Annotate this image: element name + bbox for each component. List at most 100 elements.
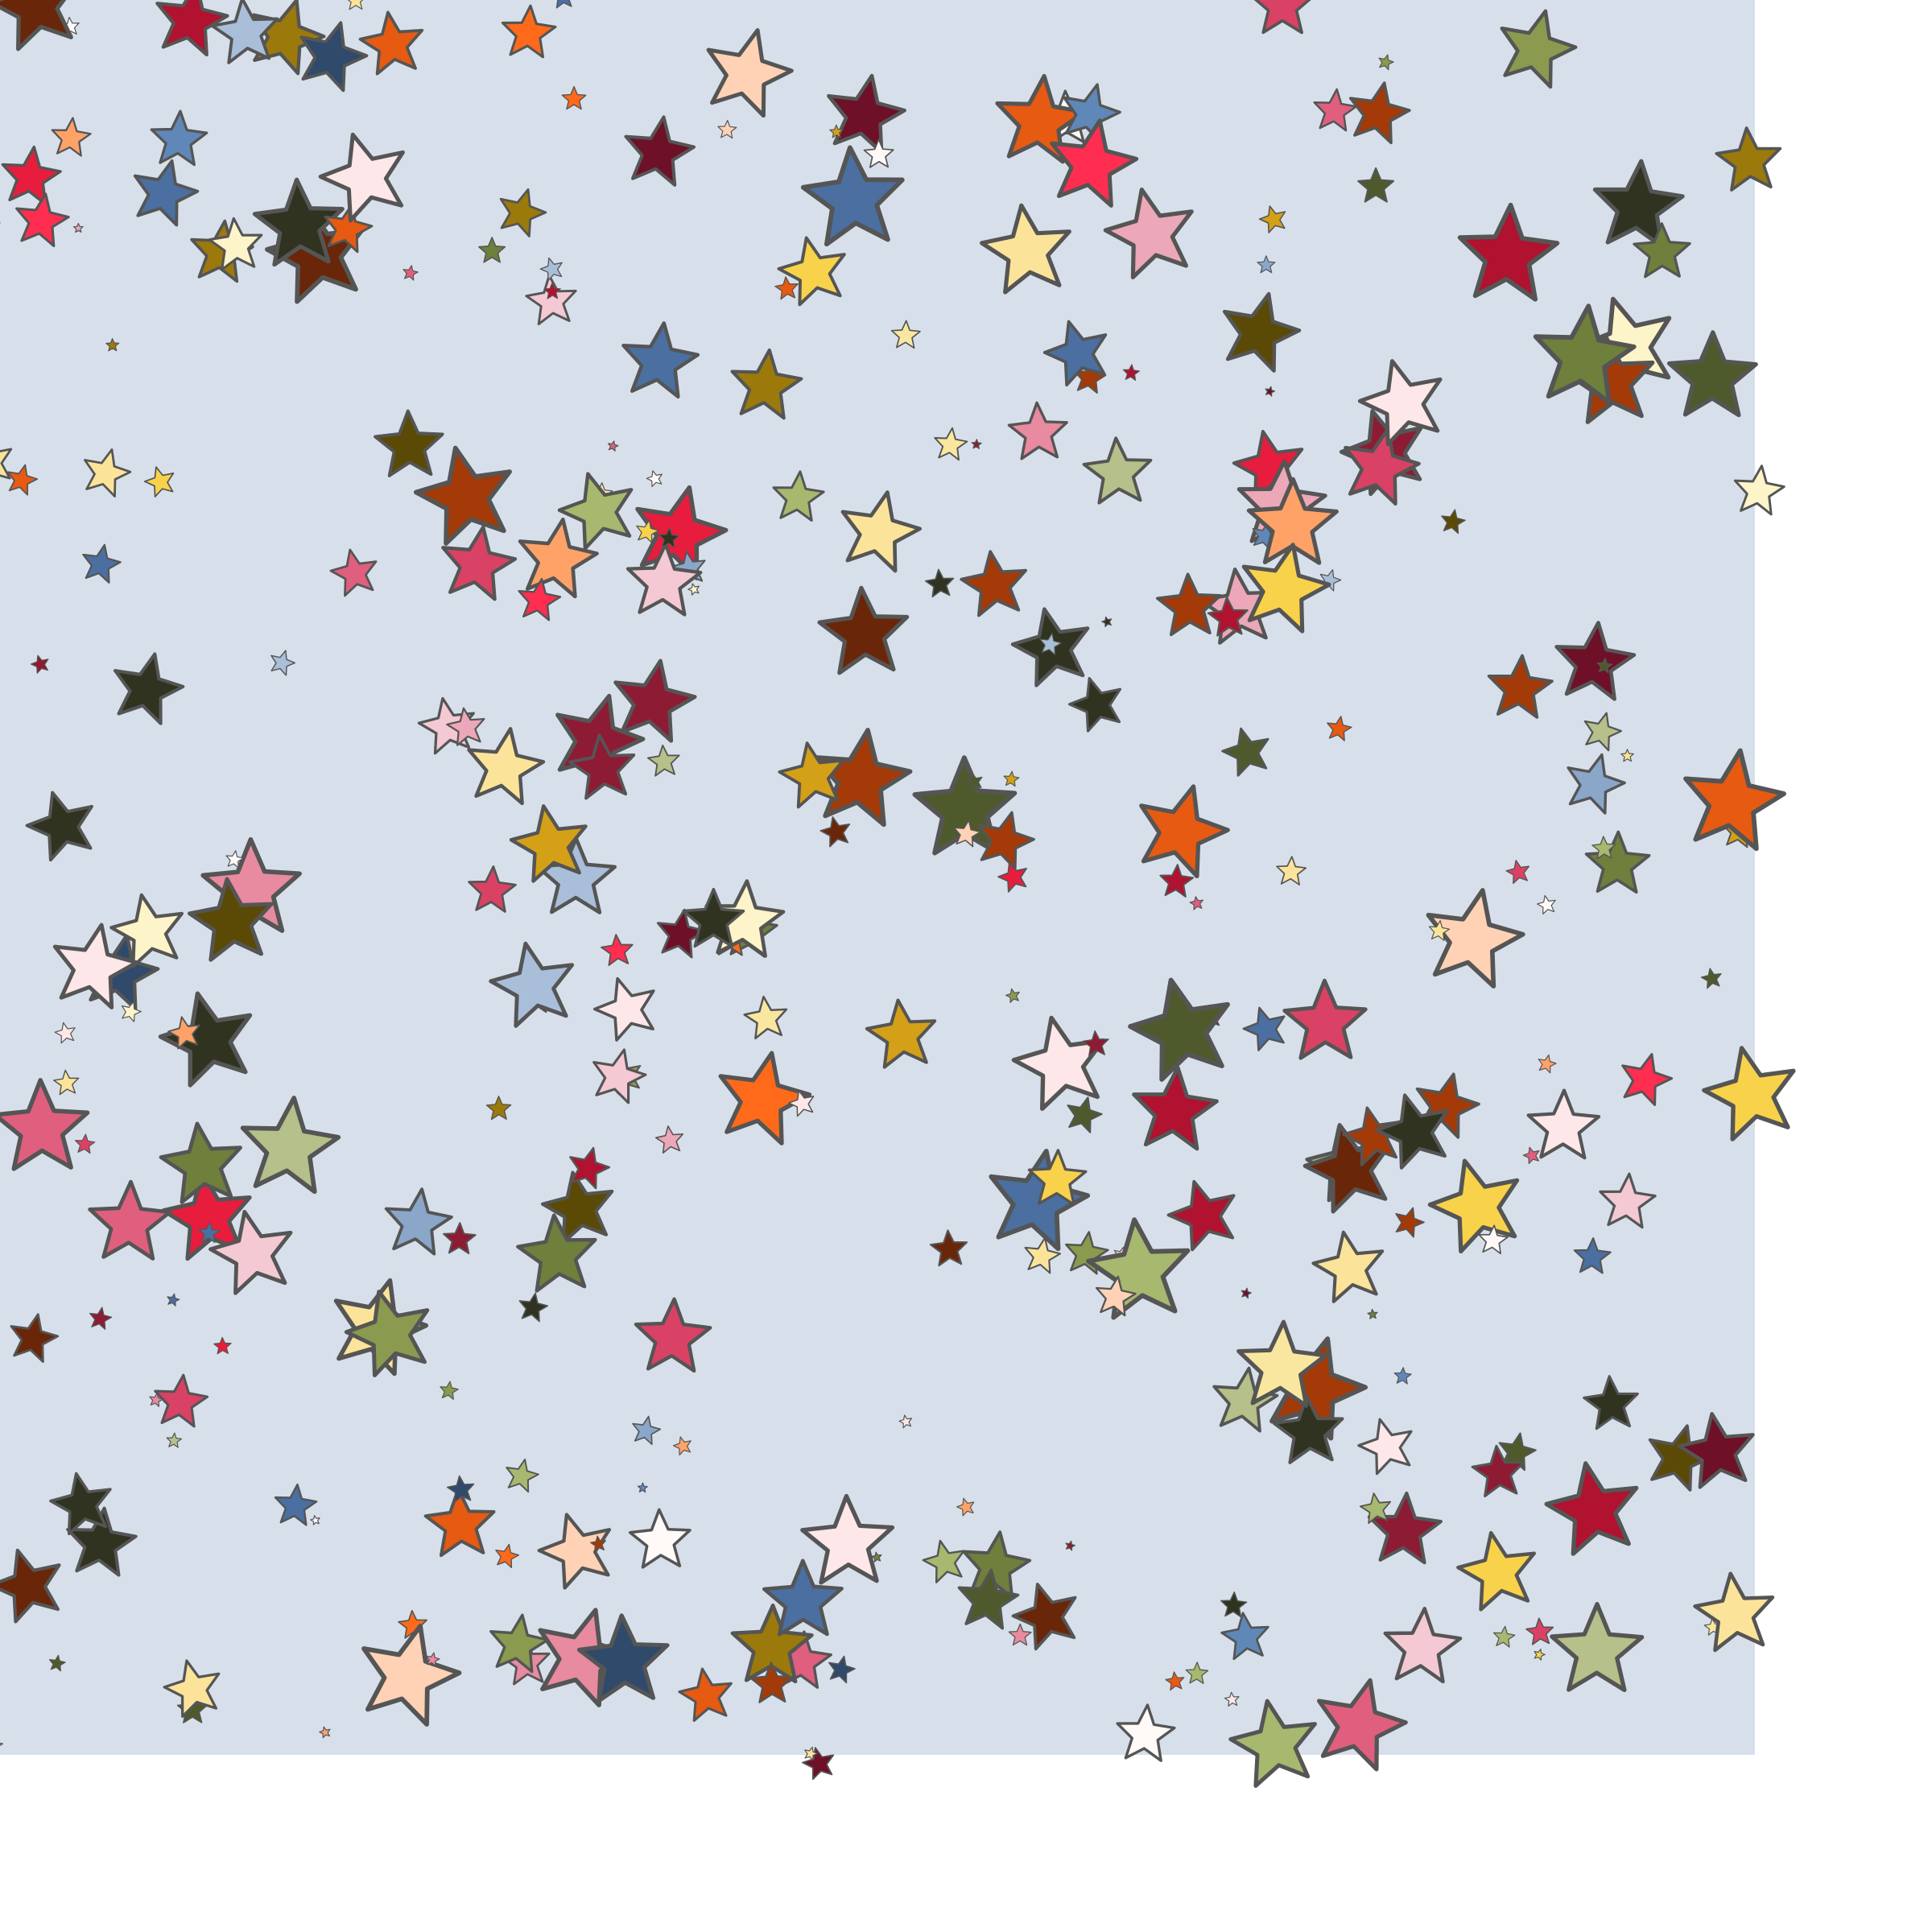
star-shape <box>48 1654 66 1672</box>
star-shape <box>804 1746 819 1761</box>
star-shape <box>743 995 788 1040</box>
star-shape <box>682 887 745 948</box>
star-shape <box>978 811 1035 870</box>
star-shape <box>624 115 696 187</box>
star-shape <box>829 124 844 138</box>
star-shape <box>509 804 588 883</box>
star-shape <box>329 548 378 597</box>
star-shape <box>1456 1530 1536 1612</box>
star-shape <box>163 1659 221 1718</box>
star-shape <box>441 525 518 601</box>
star-shape <box>592 976 655 1042</box>
star-shape <box>774 276 799 300</box>
star-shape <box>516 1213 597 1293</box>
star-shape <box>210 0 279 64</box>
star-shape <box>1027 1149 1088 1207</box>
star-shape <box>800 145 905 247</box>
star-shape <box>1500 9 1578 89</box>
star-shape <box>924 568 955 598</box>
star-shape <box>1064 1231 1109 1275</box>
star-shape <box>1282 978 1368 1060</box>
star-shape <box>569 1146 611 1190</box>
star-shape <box>819 816 851 848</box>
star-shape <box>49 1472 112 1536</box>
star-shape <box>637 1482 648 1493</box>
star-shape <box>1584 830 1651 894</box>
star-shape <box>956 1497 975 1517</box>
star-shape <box>1005 988 1020 1003</box>
star-shape <box>82 543 122 584</box>
star-shape <box>495 1543 520 1569</box>
star-shape <box>167 1293 180 1307</box>
star-shape <box>1011 1583 1077 1651</box>
star-shape <box>1344 427 1421 506</box>
star-shape <box>678 1667 733 1722</box>
star-shape <box>270 650 296 676</box>
star-shape <box>1621 1053 1674 1106</box>
star-shape <box>318 132 405 223</box>
star-shape <box>0 0 73 52</box>
star-shape <box>1 145 62 206</box>
star-shape <box>446 1475 475 1503</box>
star-shape <box>1378 54 1394 71</box>
star-shape <box>1224 1691 1240 1707</box>
star-shape <box>1457 202 1560 302</box>
star-shape <box>274 1483 318 1526</box>
star-shape <box>1253 0 1311 35</box>
star-shape <box>74 1133 96 1154</box>
star-shape <box>1065 1540 1076 1551</box>
star-shape <box>1221 727 1269 777</box>
star-shape <box>121 1001 142 1022</box>
star-shape <box>501 4 557 59</box>
star-shape <box>1122 364 1140 381</box>
star-shape <box>478 237 506 263</box>
star-shape <box>1395 1207 1425 1238</box>
star-shape <box>543 283 561 299</box>
star-shape <box>1700 968 1722 989</box>
star-shape <box>706 27 794 118</box>
star-shape <box>1316 1678 1408 1772</box>
star-shape <box>557 472 634 551</box>
star-shape <box>607 440 619 452</box>
star-shape <box>1428 919 1451 941</box>
star-shape <box>1067 676 1122 733</box>
star-shape <box>934 427 968 461</box>
star-shape <box>1702 1046 1796 1141</box>
star-shape <box>957 1568 1020 1630</box>
star-shape <box>601 934 634 966</box>
star-shape <box>613 658 697 743</box>
star-shape <box>1683 748 1786 852</box>
star-shape <box>1620 749 1634 762</box>
star-shape <box>1441 509 1466 535</box>
star-shape <box>10 1313 60 1363</box>
star-shape <box>402 265 419 281</box>
star-shape <box>150 109 208 167</box>
star-shape <box>1276 856 1307 886</box>
star-shape <box>1272 1394 1344 1464</box>
star-shape <box>1086 1217 1191 1320</box>
star-shape <box>310 1515 320 1525</box>
star-shape <box>1526 1088 1601 1160</box>
star-shape <box>980 203 1071 295</box>
star-shape <box>1393 1367 1412 1385</box>
star-shape <box>632 1415 662 1446</box>
star-shape <box>1042 320 1108 387</box>
star-shape <box>0 1078 90 1171</box>
star-shape <box>324 203 374 254</box>
star-shape <box>506 1458 539 1493</box>
star-shape <box>499 188 547 237</box>
star-shape <box>319 1726 331 1739</box>
star-shape <box>971 439 982 450</box>
star-shape <box>625 542 703 617</box>
star-shape <box>1534 1649 1546 1661</box>
star-shape <box>1592 159 1685 249</box>
star-shape <box>1633 222 1691 279</box>
star-shape <box>1159 864 1195 898</box>
star-shape <box>964 773 983 791</box>
star-shape <box>634 1297 712 1373</box>
star-shape <box>225 850 244 869</box>
star-shape <box>539 257 563 281</box>
star-shape <box>489 941 575 1028</box>
star-shape <box>592 1048 647 1104</box>
